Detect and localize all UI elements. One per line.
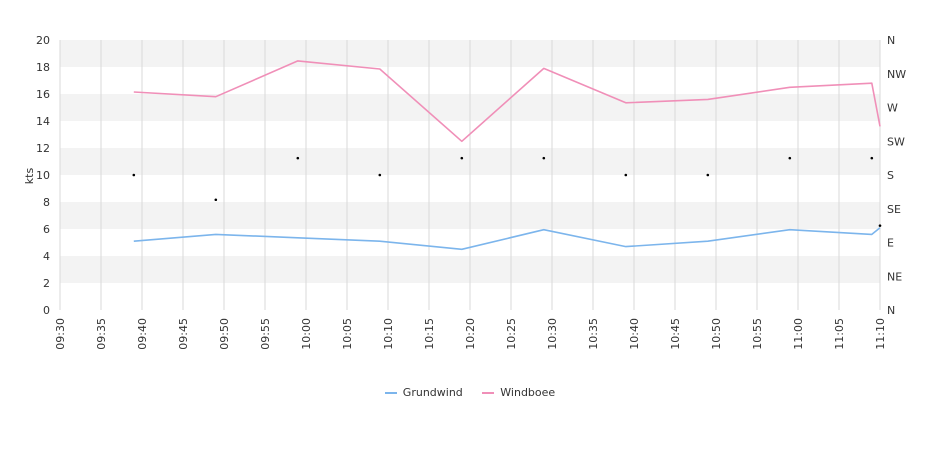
y-tick-label: 0	[43, 304, 50, 317]
x-tick-label: 09:40	[136, 318, 149, 350]
y-axis-title: kts	[23, 168, 36, 185]
direction-tick-label: NW	[887, 68, 906, 81]
direction-tick-label: S	[887, 169, 894, 182]
legend-swatch-grundwind	[384, 392, 397, 394]
x-tick-label: 10:55	[751, 318, 764, 350]
y-tick-label: 16	[36, 88, 50, 101]
direction-tick-label: SW	[887, 135, 905, 148]
series-line-windboee	[133, 60, 881, 143]
series-line-grundwind	[133, 227, 881, 251]
direction-tick-label: W	[887, 102, 898, 115]
x-tick-label: 11:00	[792, 318, 805, 350]
direction-tick-label: N	[887, 34, 895, 47]
direction-point	[878, 224, 882, 227]
direction-point	[378, 173, 382, 177]
x-tick-label: 11:05	[833, 318, 846, 350]
x-tick-label: 11:10	[874, 318, 887, 350]
legend-item-grundwind[interactable]: Grundwind	[384, 386, 463, 399]
x-tick-label: 10:15	[423, 318, 436, 350]
x-tick-label: 10:45	[669, 318, 682, 350]
x-tick-label: 09:45	[177, 318, 190, 350]
x-tick-label: 10:50	[710, 318, 723, 350]
direction-point	[870, 156, 874, 160]
y-tick-label: 12	[36, 142, 50, 155]
x-tick-label: 10:20	[464, 318, 477, 350]
direction-point	[132, 173, 136, 177]
direction-tick-label: SE	[887, 203, 901, 216]
vertical-gridlines	[59, 40, 881, 310]
direction-point	[706, 173, 710, 177]
y-axis-labels: 0 2 4 6 8 10 12 14 16 18 20	[36, 34, 50, 317]
x-tick-label: 10:30	[546, 318, 559, 350]
y-tick-label: 8	[43, 196, 50, 209]
direction-point	[460, 156, 464, 160]
y-tick-label: 4	[43, 250, 50, 263]
direction-axis-labels: N NE E SE S SW W NW N	[887, 34, 906, 317]
direction-point	[214, 198, 218, 202]
direction-tick-label: E	[887, 237, 894, 250]
x-tick-label: 10:10	[382, 318, 395, 350]
direction-point	[788, 156, 792, 160]
x-tick-label: 09:50	[218, 318, 231, 350]
y-tick-label: 14	[36, 115, 50, 128]
x-tick-label: 09:55	[259, 318, 272, 350]
x-tick-label: 09:30	[54, 318, 67, 350]
legend-label-grundwind: Grundwind	[402, 386, 463, 399]
legend-item-windboee[interactable]: Windboee	[482, 386, 555, 399]
legend: Grundwind Windboee	[0, 386, 940, 399]
x-tick-label: 10:35	[587, 318, 600, 350]
x-tick-label: 10:05	[341, 318, 354, 350]
y-tick-label: 20	[36, 34, 50, 47]
direction-point	[624, 173, 628, 177]
direction-tick-label: N	[887, 304, 895, 317]
x-tick-label: 09:35	[95, 318, 108, 350]
x-tick-label: 10:25	[505, 318, 518, 350]
direction-points	[132, 156, 882, 227]
y-tick-label: 10	[36, 169, 50, 182]
x-tick-label: 10:00	[300, 318, 313, 350]
legend-swatch-windboee	[482, 392, 495, 394]
y-tick-label: 6	[43, 223, 50, 236]
x-tick-label: 10:40	[628, 318, 641, 350]
direction-point	[296, 156, 300, 160]
y-tick-label: 18	[36, 61, 50, 74]
legend-label-windboee: Windboee	[500, 386, 556, 399]
y-tick-label: 2	[43, 277, 50, 290]
series-lines	[133, 60, 881, 251]
direction-tick-label: NE	[887, 270, 902, 283]
x-axis-labels: 09:30 09:35 09:40 09:45 09:50 09:55 10:00 10:05…	[54, 318, 887, 350]
direction-point	[542, 156, 546, 160]
